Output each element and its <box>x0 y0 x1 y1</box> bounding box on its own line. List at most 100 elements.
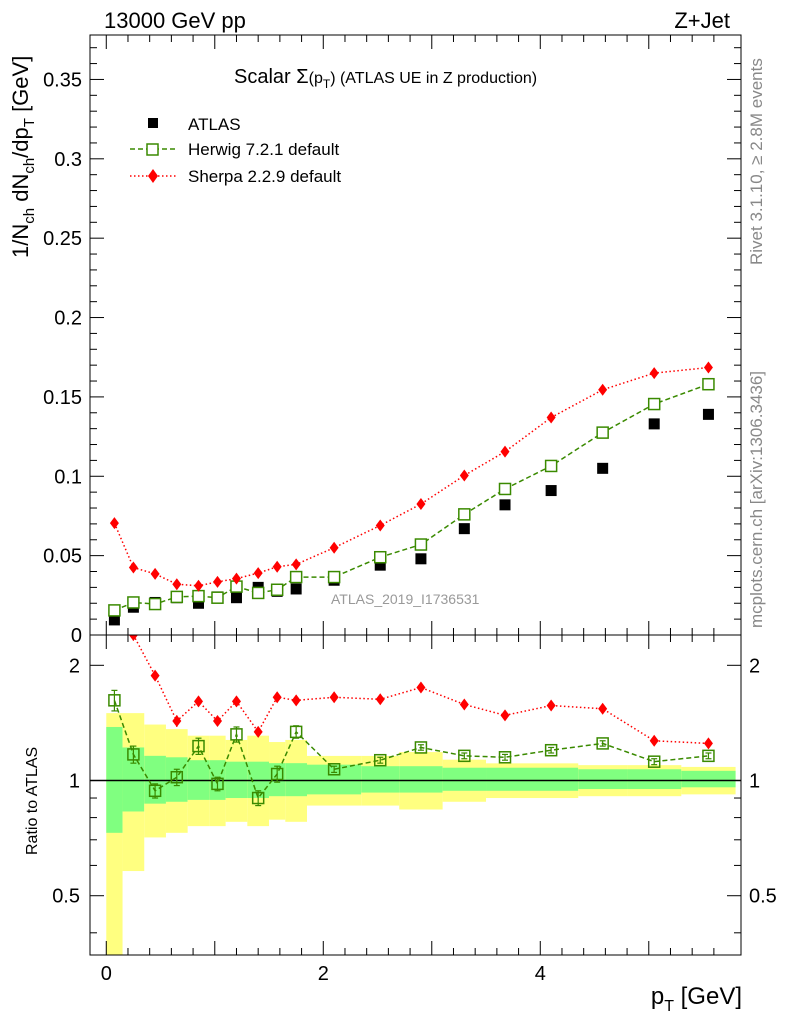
ratio-band-inner <box>486 767 524 791</box>
main-data-marks <box>108 361 715 626</box>
main-y-tick-label: 0.1 <box>54 466 82 488</box>
legend-herwig-label: Herwig 7.2.1 default <box>188 140 339 159</box>
sherpa-ratio-point <box>150 669 160 682</box>
herwig-point <box>702 377 715 391</box>
main-y-tick-label: 0.15 <box>43 387 82 409</box>
sherpa-point <box>649 367 659 380</box>
herwig-line <box>114 383 709 612</box>
herwig-point <box>414 538 428 551</box>
ratio-band-inner <box>285 763 307 797</box>
sherpa-ratio-point <box>649 734 659 747</box>
ratio-band-inner <box>681 770 736 788</box>
sherpa-point <box>598 383 608 396</box>
atlas-point <box>597 462 609 474</box>
herwig-ratio-point <box>596 737 609 750</box>
atlas-point <box>545 485 557 497</box>
main-y-tick-label: 0 <box>71 625 82 647</box>
mcplots-label: mcplots.cern.ch [arXiv:1306.3436] <box>747 371 766 628</box>
energy-label: 13000 GeV pp <box>104 8 246 33</box>
legend: ATLAS Herwig 7.2.1 default Sherpa 2.2.9 … <box>130 115 341 186</box>
sherpa-ratio-point <box>212 715 222 728</box>
main-y-tick-label: 0.05 <box>43 546 82 568</box>
herwig-ratio-point <box>251 791 265 805</box>
sherpa-ratio-point <box>128 635 138 641</box>
sherpa-ratio-point <box>459 698 469 711</box>
sherpa-point <box>375 519 385 532</box>
herwig-ratio-point <box>458 749 471 763</box>
x-axis-label: pT [GeV] <box>651 983 742 1015</box>
herwig-ratio-point <box>211 777 224 791</box>
ratio-y-tick-label-right: 0.5 <box>749 886 777 908</box>
sherpa-ratio-point <box>375 693 385 706</box>
sherpa-ratio-point <box>291 694 301 707</box>
ratio-band-inner <box>399 766 443 793</box>
herwig-ratio-point <box>230 728 243 741</box>
herwig-ratio-point <box>192 739 205 753</box>
main-y-tick-label: 0.3 <box>54 149 82 171</box>
rivet-version-label: Rivet 3.1.10, ≥ 2.8M events <box>747 58 766 265</box>
atlas-point <box>230 592 242 604</box>
ratio-band-inner <box>442 767 487 791</box>
sherpa-point <box>272 560 282 573</box>
ratio-y-axis-label: Ratio to ATLAS <box>24 747 41 855</box>
legend-atlas-marker <box>148 118 158 128</box>
ratio-frame <box>89 634 742 956</box>
ratio-y-tick-label: 0.5 <box>52 886 80 908</box>
sherpa-point <box>291 558 301 571</box>
legend-herwig-marker <box>146 143 159 156</box>
atlas-point <box>702 408 714 420</box>
legend-atlas-label: ATLAS <box>188 115 241 134</box>
sherpa-ratio-point <box>272 691 282 704</box>
herwig-point <box>327 570 341 584</box>
main-y-tick-label: 0.25 <box>43 228 82 250</box>
ratio-y-tick-label: 1 <box>69 771 80 793</box>
herwig-point <box>127 596 140 609</box>
herwig-ratio-point <box>289 725 303 739</box>
sherpa-ratio-point <box>416 681 426 694</box>
sherpa-point <box>329 541 339 554</box>
herwig-point <box>170 590 184 604</box>
herwig-point <box>289 570 303 584</box>
legend-sherpa-label: Sherpa 2.2.9 default <box>188 167 341 186</box>
sherpa-point <box>109 517 119 530</box>
sherpa-ratio-point <box>703 737 713 750</box>
herwig-point <box>192 589 205 603</box>
sherpa-point <box>150 567 160 580</box>
atlas-point <box>290 583 302 595</box>
sherpa-ratio-point <box>172 715 182 728</box>
herwig-ratio-point <box>170 770 184 784</box>
sherpa-ratio-point <box>231 695 241 708</box>
sherpa-ratio-point <box>598 702 608 715</box>
herwig-point <box>251 586 265 600</box>
herwig-ratio-point <box>327 763 341 776</box>
herwig-point <box>270 583 284 597</box>
sherpa-point <box>128 561 138 574</box>
legend-sherpa-marker <box>148 169 158 183</box>
atlas-point <box>374 559 386 571</box>
main-y-tick-label: 0.35 <box>43 69 82 91</box>
process-label: Z+Jet <box>674 8 730 33</box>
herwig-point <box>108 604 121 617</box>
herwig-ratio-point <box>702 749 715 763</box>
herwig-point <box>211 591 224 604</box>
sherpa-point <box>172 578 182 591</box>
ratio-data-marks <box>108 635 715 807</box>
sherpa-point <box>703 361 713 374</box>
main-y-axis-label: 1/Nch dNch/dpT [GeV] <box>8 56 38 258</box>
analysis-watermark: ATLAS_2019_I1736531 <box>331 591 480 607</box>
atlas-point <box>458 523 470 535</box>
sherpa-point <box>194 579 203 592</box>
ratio-x-tick-label: 2 <box>318 963 329 985</box>
sherpa-ratio-point <box>194 695 203 708</box>
sherpa-ratio-point <box>500 709 510 722</box>
ratio-x-tick-label: 0 <box>101 963 112 985</box>
ratio-y-tick-label-right: 1 <box>749 771 760 793</box>
ratio-axes: 0 2 4 0.5 0.5 1 1 2 2 <box>52 635 777 985</box>
herwig-ratio-point <box>108 694 121 707</box>
atlas-point <box>499 499 511 511</box>
ratio-x-tick-label: 4 <box>535 963 546 985</box>
ratio-band-inner <box>524 767 579 791</box>
herwig-point <box>458 508 471 521</box>
sherpa-point <box>500 445 510 458</box>
